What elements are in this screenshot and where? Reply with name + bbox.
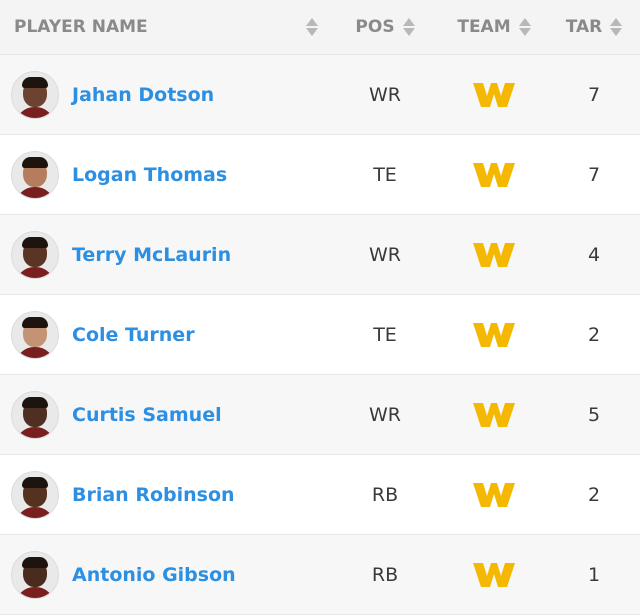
column-header-tar[interactable]: TAR — [548, 0, 640, 54]
targets-cell: 1 — [587, 563, 601, 586]
table-row: Terry McLaurin WR 4 — [0, 215, 640, 295]
team-cell — [440, 562, 548, 587]
column-header-label: PLAYER NAME — [14, 17, 148, 37]
table-row: Logan Thomas TE 7 — [0, 135, 640, 215]
player-name-link[interactable]: Logan Thomas — [72, 163, 228, 186]
washington-w-logo-icon — [473, 402, 515, 427]
player-name-link[interactable]: Jahan Dotson — [72, 83, 215, 106]
team-cell — [440, 402, 548, 427]
targets-cell: 2 — [587, 483, 601, 506]
sort-icon[interactable] — [518, 18, 531, 36]
player-cell: Antonio Gibson — [0, 550, 330, 599]
position-cell: WR — [369, 403, 401, 426]
player-avatar[interactable] — [11, 390, 59, 439]
table-body: Jahan Dotson WR 7 Logan Thomas TE 7 — [0, 55, 640, 615]
washington-w-logo-icon — [473, 162, 515, 187]
targets-cell: 7 — [587, 83, 601, 106]
team-cell — [440, 82, 548, 107]
column-header-team[interactable]: TEAM — [440, 0, 548, 54]
player-avatar[interactable] — [11, 150, 59, 199]
player-avatar[interactable] — [11, 70, 59, 119]
player-cell: Terry McLaurin — [0, 230, 330, 279]
player-name-link[interactable]: Cole Turner — [72, 323, 195, 346]
position-cell: WR — [369, 243, 401, 266]
player-avatar[interactable] — [11, 550, 59, 599]
player-cell: Jahan Dotson — [0, 70, 330, 119]
player-name-link[interactable]: Brian Robinson — [72, 483, 235, 506]
washington-w-logo-icon — [473, 482, 515, 507]
table-row: Antonio Gibson RB 1 — [0, 535, 640, 615]
position-cell: TE — [373, 163, 397, 186]
player-cell: Curtis Samuel — [0, 390, 330, 439]
player-avatar[interactable] — [11, 470, 59, 519]
washington-w-logo-icon — [473, 82, 515, 107]
player-cell: Brian Robinson — [0, 470, 330, 519]
position-cell: TE — [373, 323, 397, 346]
player-avatar[interactable] — [11, 310, 59, 359]
table-row: Brian Robinson RB 2 — [0, 455, 640, 535]
position-cell: RB — [371, 563, 399, 586]
table-row: Cole Turner TE 2 — [0, 295, 640, 375]
table-row: Jahan Dotson WR 7 — [0, 55, 640, 135]
washington-w-logo-icon — [473, 242, 515, 267]
table-row: Curtis Samuel WR 5 — [0, 375, 640, 455]
player-name-link[interactable]: Terry McLaurin — [72, 243, 232, 266]
washington-w-logo-icon — [473, 562, 515, 587]
targets-cell: 4 — [587, 243, 601, 266]
player-cell: Cole Turner — [0, 310, 330, 359]
player-cell: Logan Thomas — [0, 150, 330, 199]
sort-icon[interactable] — [306, 18, 318, 36]
targets-cell: 7 — [587, 163, 601, 186]
sort-icon[interactable] — [610, 18, 623, 36]
table-header: PLAYER NAME POS TEAM TAR — [0, 0, 640, 55]
sort-icon[interactable] — [402, 18, 415, 36]
washington-w-logo-icon — [473, 322, 515, 347]
position-cell: RB — [371, 483, 399, 506]
player-avatar[interactable] — [11, 230, 59, 279]
team-cell — [440, 162, 548, 187]
column-header-label: POS — [355, 17, 395, 37]
team-cell — [440, 322, 548, 347]
player-name-link[interactable]: Antonio Gibson — [72, 563, 236, 586]
team-cell — [440, 242, 548, 267]
player-name-link[interactable]: Curtis Samuel — [72, 403, 222, 426]
column-header-player-name[interactable]: PLAYER NAME — [0, 0, 330, 54]
targets-cell: 2 — [587, 323, 601, 346]
position-cell: WR — [369, 83, 401, 106]
column-header-label: TEAM — [457, 17, 511, 37]
column-header-label: TAR — [565, 17, 603, 37]
team-cell — [440, 482, 548, 507]
column-header-pos[interactable]: POS — [330, 0, 440, 54]
targets-cell: 5 — [587, 403, 601, 426]
